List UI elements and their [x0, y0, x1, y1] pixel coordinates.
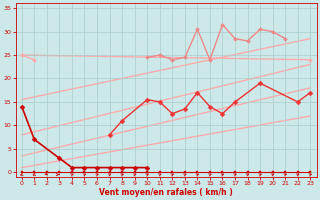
X-axis label: Vent moyen/en rafales ( km/h ): Vent moyen/en rafales ( km/h ) [99, 188, 233, 197]
